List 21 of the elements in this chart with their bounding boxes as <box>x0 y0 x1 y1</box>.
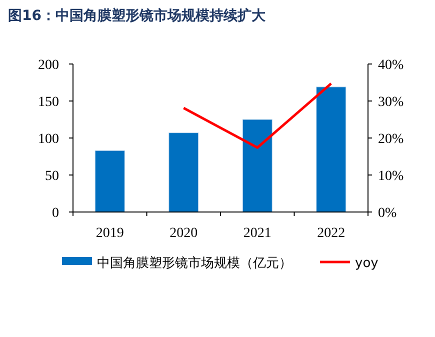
bar <box>316 86 346 212</box>
bar <box>94 150 125 212</box>
chart-title: 图16：中国角膜塑形镜市场规模持续扩大 <box>8 7 266 24</box>
y-tick-label: 0 <box>52 206 59 221</box>
legend-label: yoy <box>355 256 379 271</box>
y-tick-label: 150 <box>38 95 59 110</box>
x-tick-label: 2019 <box>96 226 124 241</box>
y2-tick-label: 20% <box>378 132 404 147</box>
y-tick-label: 100 <box>38 132 59 147</box>
y-tick-label: 50 <box>45 169 59 184</box>
x-tick-label: 2022 <box>317 226 346 241</box>
y-tick-label: 200 <box>38 58 59 73</box>
bar <box>168 132 199 212</box>
x-tick-label: 2021 <box>243 226 272 241</box>
x-tick-label: 2020 <box>170 226 198 241</box>
bar <box>242 119 272 212</box>
y2-tick-label: 10% <box>378 169 404 184</box>
legend-label: 中国角膜塑形镜市场规模（亿元） <box>97 255 292 271</box>
y2-tick-label: 30% <box>378 95 404 110</box>
y2-tick-label: 0% <box>378 206 397 221</box>
y2-tick-label: 40% <box>378 58 404 73</box>
